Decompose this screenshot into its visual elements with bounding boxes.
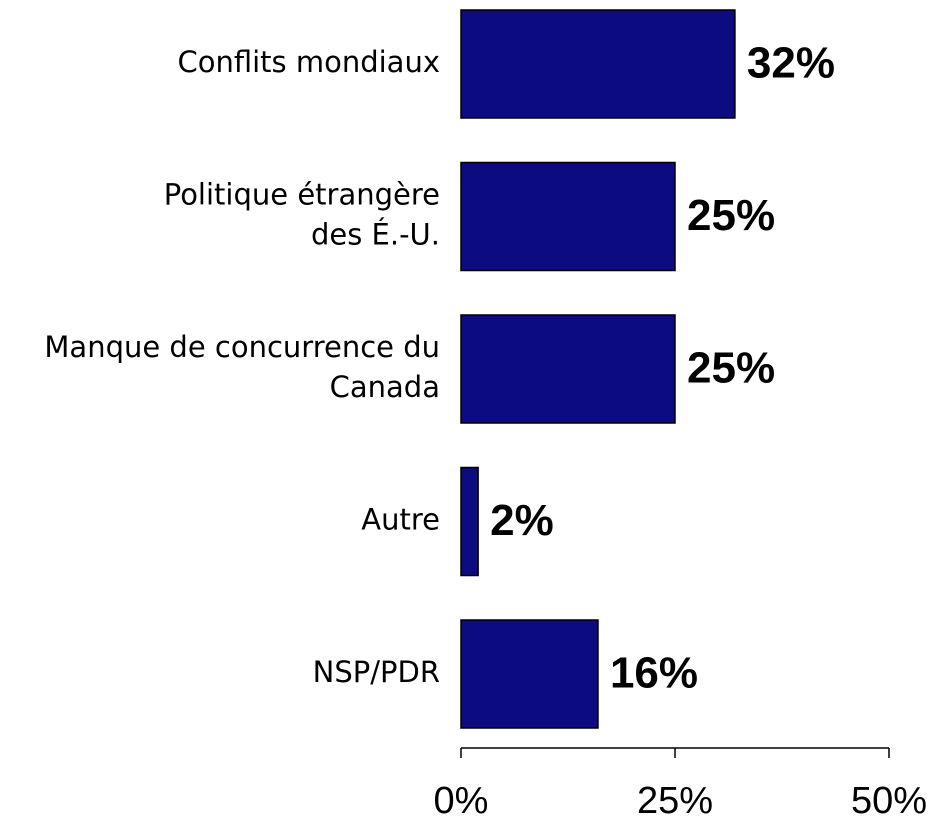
bar [460,466,479,577]
x-tick-label: 25% [637,780,713,820]
category-label: Canada [330,370,440,404]
value-label: 32% [747,39,835,88]
value-label: 25% [687,344,775,393]
x-tick-label: 50% [851,780,927,820]
category-label: NSP/PDR [313,655,440,689]
x-tick-label: 0% [434,780,489,820]
category-label: Manque de concurrence du [44,330,440,364]
bar [460,9,736,119]
category-label: Conflits mondiaux [177,45,440,79]
bar [460,619,599,729]
category-label: Autre [361,503,440,537]
value-label: 25% [687,191,775,240]
value-label: 16% [610,649,698,698]
category-label: des É.-U. [311,218,440,252]
category-label: Politique étrangère [164,178,440,212]
bar [460,161,676,272]
bar [460,314,676,424]
value-label: 2% [490,496,554,545]
